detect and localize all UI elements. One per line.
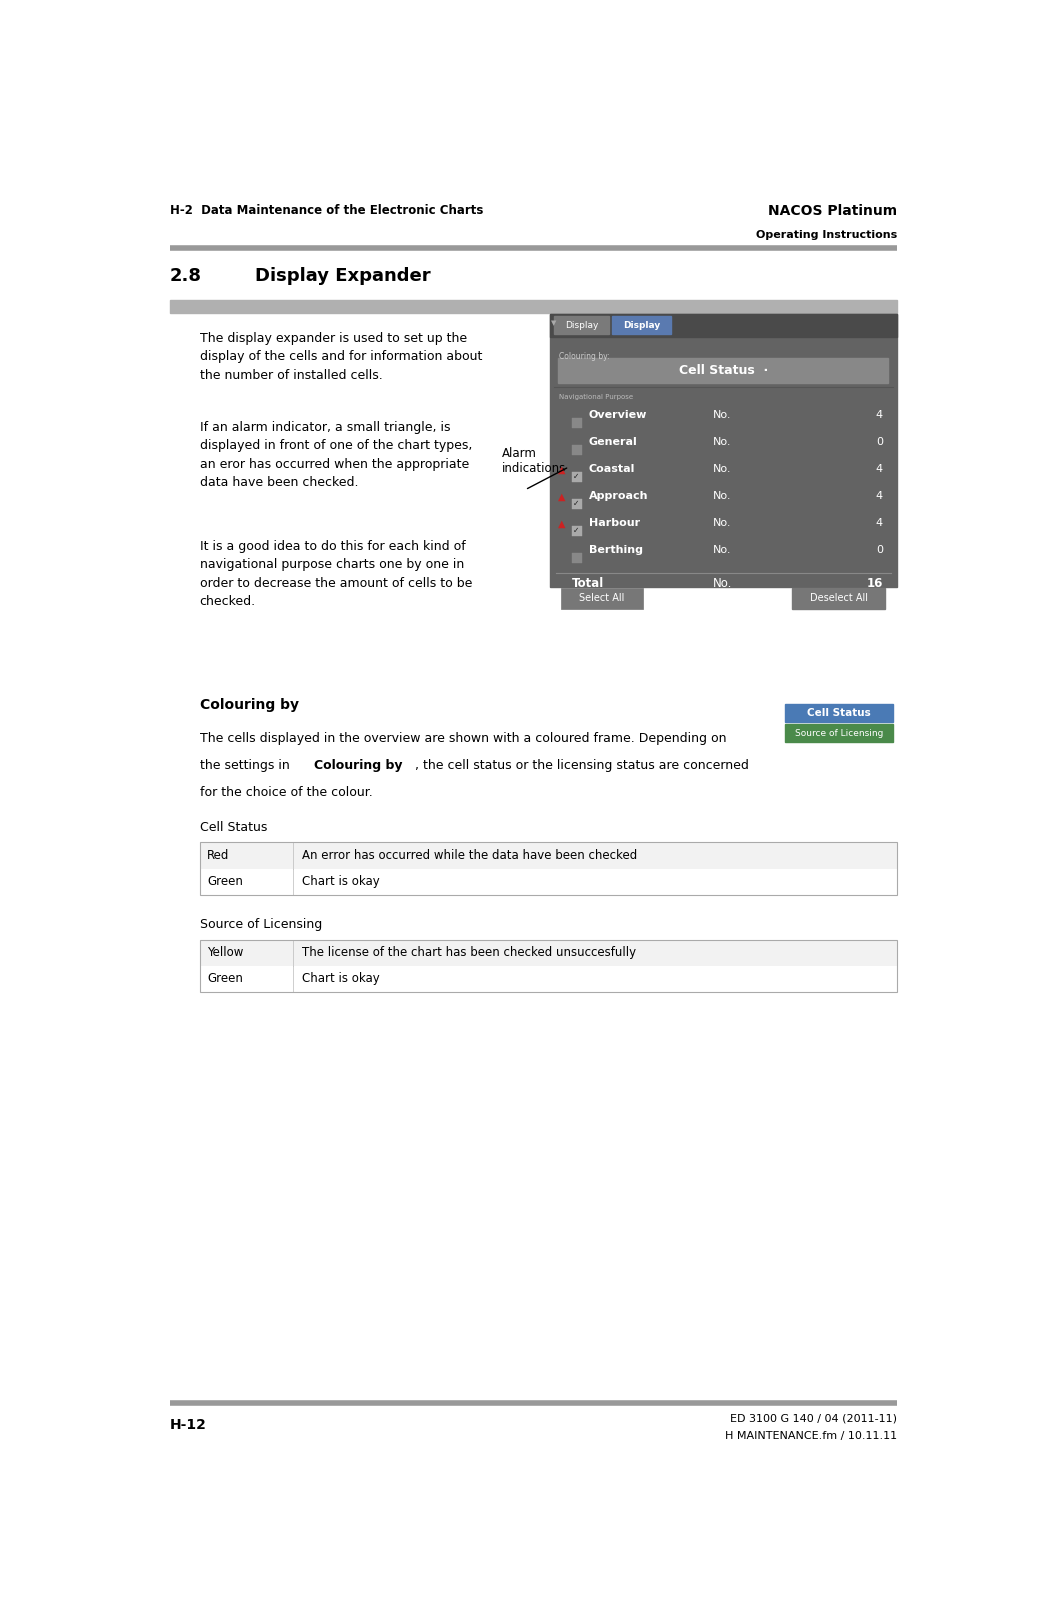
- Bar: [572, 417, 581, 427]
- Bar: [550, 314, 897, 587]
- Text: Berthing: Berthing: [589, 545, 643, 555]
- Text: 4: 4: [876, 518, 883, 527]
- Text: Deselect All: Deselect All: [810, 594, 868, 604]
- Text: Cell Status: Cell Status: [199, 820, 267, 833]
- Bar: [785, 704, 893, 722]
- Bar: [199, 940, 897, 992]
- Text: ▲: ▲: [557, 518, 565, 529]
- Text: No.: No.: [712, 578, 732, 591]
- Text: Total: Total: [572, 578, 604, 591]
- Bar: [562, 587, 643, 610]
- Text: Green: Green: [208, 972, 243, 985]
- Bar: [199, 843, 897, 869]
- Text: Overview: Overview: [589, 409, 647, 419]
- Text: 4: 4: [876, 464, 883, 474]
- Text: H MAINTENANCE.fm / 10.11.11: H MAINTENANCE.fm / 10.11.11: [725, 1430, 897, 1440]
- Text: Select All: Select All: [579, 594, 625, 604]
- Text: Operating Instructions: Operating Instructions: [756, 230, 897, 239]
- Text: 0: 0: [876, 437, 883, 447]
- Text: The display expander is used to set up the
display of the cells and for informat: The display expander is used to set up t…: [199, 332, 482, 382]
- Text: Source of Licensing: Source of Licensing: [795, 728, 883, 738]
- Text: No.: No.: [712, 437, 731, 447]
- Text: Cell Status  ·: Cell Status ·: [679, 364, 768, 377]
- Text: An error has occurred while the data have been checked: An error has occurred while the data hav…: [302, 849, 637, 862]
- Text: ▲: ▲: [557, 492, 565, 502]
- Text: ▼: ▼: [550, 320, 556, 327]
- Text: the settings in: the settings in: [199, 759, 294, 772]
- Text: General: General: [589, 437, 637, 447]
- Text: H-12: H-12: [170, 1419, 207, 1432]
- Text: No.: No.: [712, 518, 731, 527]
- Text: ✓: ✓: [573, 500, 580, 508]
- Bar: [572, 472, 581, 482]
- Text: Approach: Approach: [589, 490, 648, 500]
- Text: Display: Display: [623, 320, 660, 330]
- Bar: [199, 843, 897, 895]
- Text: Green: Green: [208, 875, 243, 888]
- Text: The license of the chart has been checked unsuccesfully: The license of the chart has been checke…: [302, 947, 636, 959]
- Text: If an alarm indicator, a small triangle, is
displayed in front of one of the cha: If an alarm indicator, a small triangle,…: [199, 421, 472, 489]
- Bar: [553, 316, 609, 335]
- Text: Alarm
indications: Alarm indications: [501, 448, 566, 476]
- Text: Red: Red: [208, 849, 229, 862]
- Text: Coastal: Coastal: [589, 464, 635, 474]
- Text: Chart is okay: Chart is okay: [302, 972, 380, 985]
- Text: ✓: ✓: [573, 472, 580, 481]
- Text: 0: 0: [876, 545, 883, 555]
- Text: Colouring by:: Colouring by:: [559, 353, 609, 361]
- Text: Cell Status: Cell Status: [807, 709, 871, 718]
- Text: No.: No.: [712, 464, 731, 474]
- Text: 4: 4: [876, 409, 883, 419]
- Bar: [199, 966, 897, 992]
- Text: ✓: ✓: [573, 526, 580, 536]
- Text: 16: 16: [867, 578, 883, 591]
- Text: 4: 4: [876, 490, 883, 500]
- Bar: [199, 869, 897, 895]
- Text: Display Expander: Display Expander: [255, 267, 431, 285]
- Text: Colouring by: Colouring by: [315, 759, 403, 772]
- Text: The cells displayed in the overview are shown with a coloured frame. Depending o: The cells displayed in the overview are …: [199, 733, 726, 746]
- Bar: [572, 498, 581, 508]
- Text: It is a good idea to do this for each kind of
navigational purpose charts one by: It is a good idea to do this for each ki…: [199, 540, 472, 608]
- Bar: [785, 723, 893, 743]
- Bar: [611, 316, 671, 335]
- Text: ED 3100 G 140 / 04 (2011-11): ED 3100 G 140 / 04 (2011-11): [730, 1414, 897, 1424]
- Text: Chart is okay: Chart is okay: [302, 875, 380, 888]
- Bar: [572, 445, 581, 455]
- Text: H-2  Data Maintenance of the Electronic Charts: H-2 Data Maintenance of the Electronic C…: [170, 204, 484, 217]
- Bar: [550, 314, 897, 337]
- Text: No.: No.: [712, 490, 731, 500]
- Text: 2.8: 2.8: [170, 267, 202, 285]
- Bar: [558, 358, 889, 383]
- Text: ▲: ▲: [557, 464, 565, 474]
- Text: No.: No.: [712, 409, 731, 419]
- Bar: [792, 587, 885, 610]
- Bar: [572, 553, 581, 563]
- Text: Harbour: Harbour: [589, 518, 639, 527]
- Text: Source of Licensing: Source of Licensing: [199, 917, 322, 930]
- Text: NACOS Platinum: NACOS Platinum: [768, 204, 897, 218]
- Bar: [170, 299, 897, 312]
- Text: Navigational Purpose: Navigational Purpose: [559, 393, 633, 400]
- Text: Colouring by: Colouring by: [199, 697, 299, 712]
- Text: , the cell status or the licensing status are concerned: , the cell status or the licensing statu…: [415, 759, 748, 772]
- Text: Yellow: Yellow: [208, 947, 244, 959]
- Bar: [199, 940, 897, 966]
- Bar: [572, 526, 581, 536]
- Text: No.: No.: [712, 545, 731, 555]
- Text: for the choice of the colour.: for the choice of the colour.: [199, 786, 373, 799]
- Text: Display: Display: [565, 320, 598, 330]
